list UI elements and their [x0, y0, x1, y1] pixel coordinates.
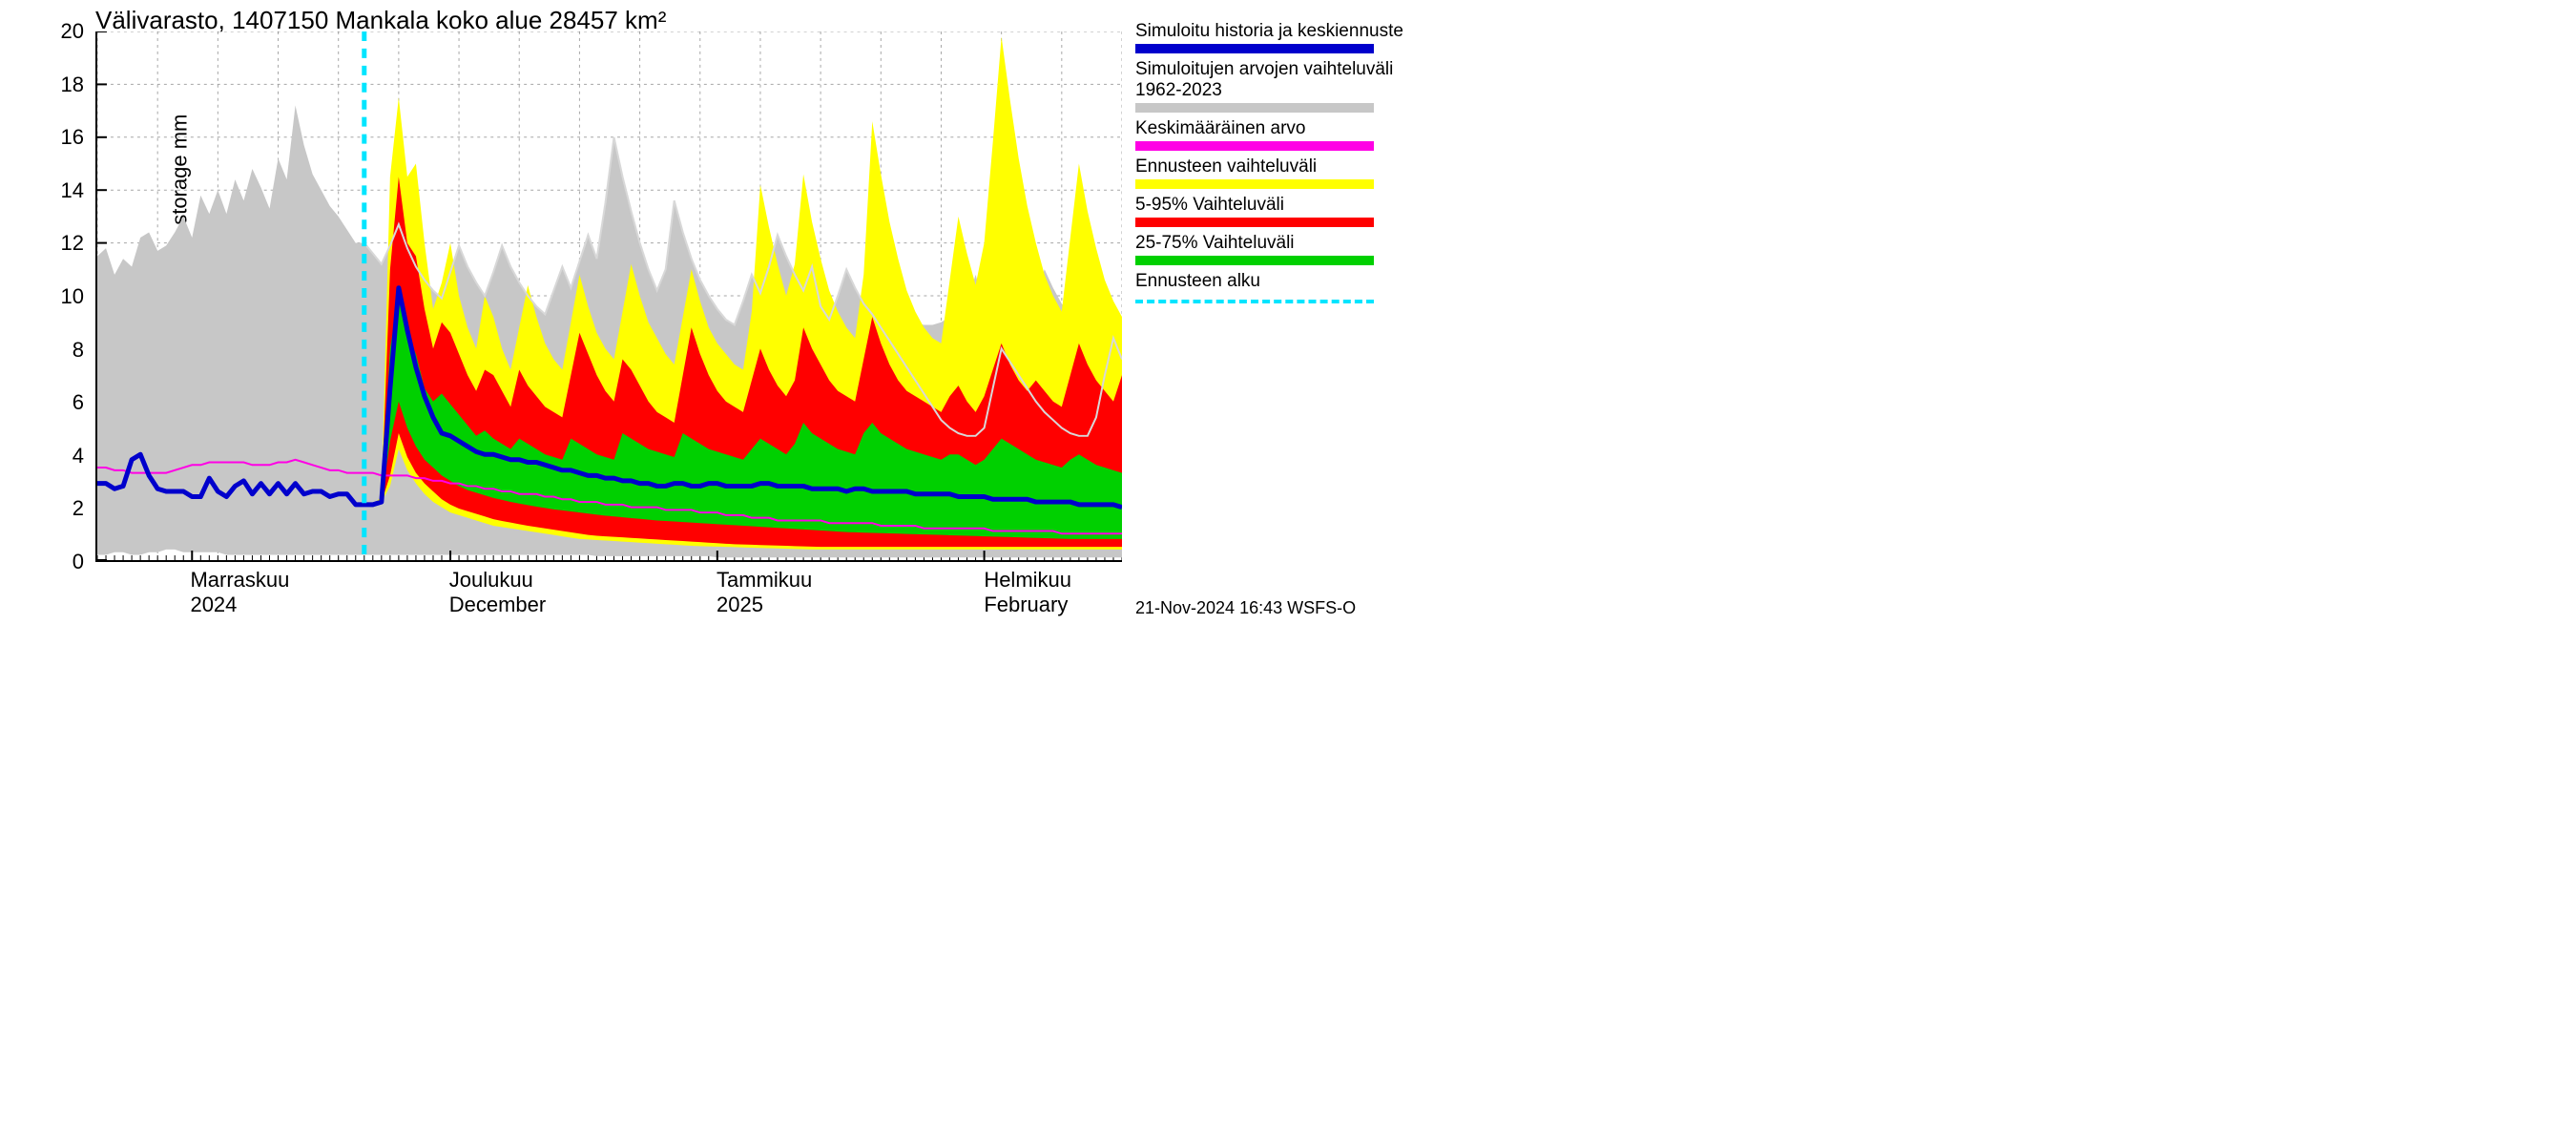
legend-label: 5-95% Vaihteluväli: [1135, 195, 1422, 216]
legend-label: Ennusteen vaihteluväli: [1135, 156, 1422, 177]
legend-label: Keskimääräinen arvo: [1135, 118, 1422, 139]
plot-area: [95, 31, 1122, 562]
legend-swatch: [1135, 103, 1374, 113]
legend-swatch: [1135, 294, 1374, 303]
legend-entry: Keskimääräinen arvo: [1135, 118, 1422, 151]
legend-entry: 25-75% Vaihteluväli: [1135, 233, 1422, 265]
x-tick-label: Joulukuu: [449, 568, 533, 593]
x-tick-label: Marraskuu: [190, 568, 289, 593]
y-tick-label: 20: [27, 19, 84, 44]
x-tick-label: Tammikuu: [717, 568, 812, 593]
y-tick-label: 14: [27, 178, 84, 203]
x-tick-label: December: [449, 593, 546, 617]
y-tick-label: 12: [27, 231, 84, 256]
x-tick-label: Helmikuu: [984, 568, 1071, 593]
legend-label: Simuloitujen arvojen vaihteluväli 1962-2…: [1135, 59, 1422, 101]
legend-swatch: [1135, 218, 1374, 227]
y-tick-label: 8: [27, 338, 84, 363]
y-tick-label: 16: [27, 125, 84, 150]
y-tick-label: 2: [27, 496, 84, 521]
legend-swatch: [1135, 179, 1374, 189]
y-tick-label: 18: [27, 73, 84, 97]
legend: Simuloitu historia ja keskiennuste Simulo…: [1135, 21, 1422, 309]
legend-entry: 5-95% Vaihteluväli: [1135, 195, 1422, 227]
legend-label: Ennusteen alku: [1135, 271, 1422, 292]
legend-entry: Ennusteen vaihteluväli: [1135, 156, 1422, 189]
legend-entry: Simuloitu historia ja keskiennuste: [1135, 21, 1422, 53]
legend-entry: Ennusteen alku: [1135, 271, 1422, 303]
y-tick-label: 10: [27, 284, 84, 309]
footer-timestamp: 21-Nov-2024 16:43 WSFS-O: [1135, 598, 1356, 618]
legend-entry: Simuloitujen arvojen vaihteluväli 1962-2…: [1135, 59, 1422, 113]
y-tick-label: 0: [27, 550, 84, 574]
y-tick-label: 4: [27, 444, 84, 468]
y-tick-label: 6: [27, 390, 84, 415]
x-tick-label: 2024: [190, 593, 237, 617]
legend-label: Simuloitu historia ja keskiennuste: [1135, 21, 1422, 42]
legend-label: 25-75% Vaihteluväli: [1135, 233, 1422, 254]
legend-swatch: [1135, 44, 1374, 53]
x-tick-label: 2025: [717, 593, 763, 617]
x-tick-label: February: [984, 593, 1068, 617]
legend-swatch: [1135, 256, 1374, 265]
chart-container: Välivarasto, 1407150 Mankala koko alue 2…: [0, 0, 1431, 635]
legend-swatch: [1135, 141, 1374, 151]
plot-svg: [97, 31, 1122, 560]
